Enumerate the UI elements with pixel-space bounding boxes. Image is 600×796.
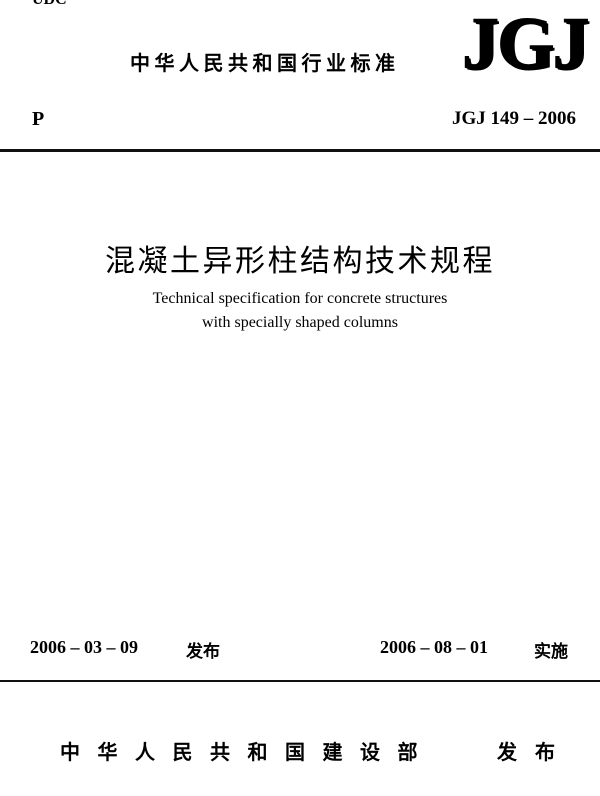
standard-type: 中华人民共和国行业标准 — [130, 51, 400, 75]
title-en: Technical specification for concrete str… — [152, 290, 448, 307]
title-zh: 混凝土异形柱结构技术规程 — [105, 245, 495, 278]
issue-date: 2006 – 03 – 09 — [30, 637, 138, 657]
issue-label: 发布 — [186, 642, 220, 662]
implement-date: 2006 – 08 – 01 — [380, 637, 488, 657]
classification: P — [32, 108, 45, 130]
logo: JGJ — [462, 3, 591, 86]
divider — [0, 680, 600, 682]
issuer-action: 发布 — [497, 740, 573, 764]
issuer: 中华人民共和国建设部 — [60, 740, 435, 764]
standard-code: JGJ 149 – 2006 — [451, 108, 576, 129]
udc: UDC — [32, 0, 67, 9]
implement-label: 实施 — [534, 642, 568, 662]
title-en: with specially shaped columns — [202, 314, 398, 331]
divider — [0, 149, 600, 152]
